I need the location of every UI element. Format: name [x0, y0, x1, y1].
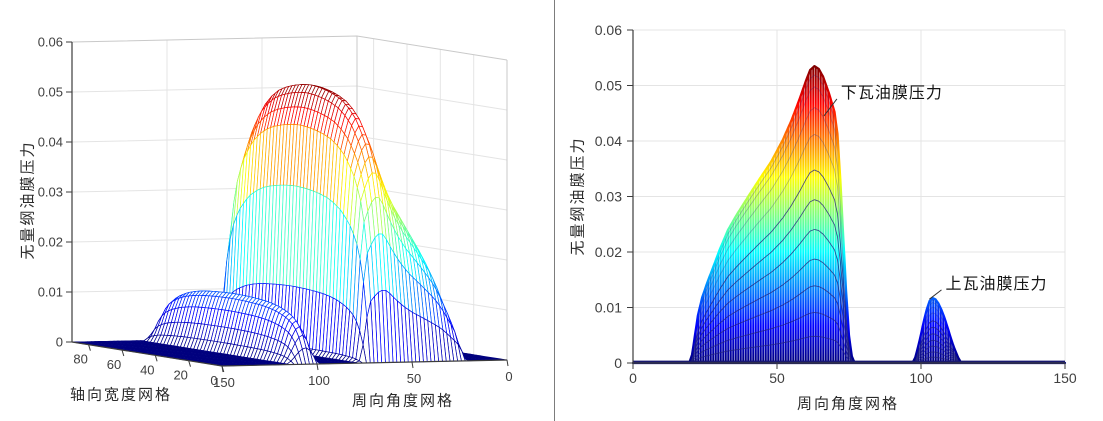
- svg-text:0.05: 0.05: [595, 78, 622, 94]
- annotation-lower-pad-pressure: 下瓦油膜压力: [840, 84, 943, 102]
- panel-3d-mesh: 0 0.01 0.02 0.03 0.04 0.05 0.06 80 60 40 20 0 150 100…: [0, 0, 551, 421]
- z-axis-label: 无量纲油膜压力: [19, 140, 37, 260]
- svg-text:150: 150: [213, 375, 235, 390]
- svg-text:0.03: 0.03: [38, 185, 63, 200]
- annotation-upper-pad-pressure: 上瓦油膜压力: [945, 275, 1048, 293]
- x-axis-label: 周向角度网格: [796, 395, 900, 413]
- svg-text:0.01: 0.01: [595, 300, 622, 316]
- svg-text:0.06: 0.06: [595, 22, 622, 38]
- svg-text:0: 0: [210, 373, 217, 388]
- panel-divider: [554, 0, 555, 421]
- svg-text:0: 0: [629, 370, 637, 386]
- axial-axis-label: 轴向宽度网格: [69, 386, 173, 404]
- annotation-leader-lines: [823, 98, 942, 300]
- panel-2d-profile: 0 0.01 0.02 0.03 0.04 0.05 0.06 0 50 100 150 无量纲油膜…: [556, 0, 1103, 421]
- svg-text:0.01: 0.01: [38, 285, 63, 300]
- svg-text:0: 0: [505, 369, 512, 384]
- svg-text:100: 100: [308, 373, 330, 388]
- svg-text:50: 50: [407, 371, 421, 386]
- svg-text:0: 0: [614, 355, 622, 371]
- axes-and-ticks-2d: 0 0.01 0.02 0.03 0.04 0.05 0.06 0 50 100 150: [595, 22, 1077, 386]
- svg-text:40: 40: [140, 362, 154, 377]
- svg-text:0: 0: [56, 335, 63, 350]
- svg-text:50: 50: [769, 370, 785, 386]
- circumferential-axis-label: 周向角度网格: [351, 392, 455, 410]
- svg-text:20: 20: [173, 368, 187, 383]
- svg-text:150: 150: [1053, 370, 1077, 386]
- svg-text:0.03: 0.03: [595, 189, 622, 205]
- y-axis-label: 无量纲油膜压力: [569, 136, 587, 256]
- svg-text:0.05: 0.05: [38, 85, 63, 100]
- svg-text:100: 100: [909, 370, 933, 386]
- svg-text:0.02: 0.02: [38, 235, 63, 250]
- svg-text:0.06: 0.06: [38, 35, 63, 50]
- svg-text:60: 60: [107, 357, 121, 372]
- surface-mesh: [71, 84, 508, 367]
- svg-text:0.02: 0.02: [595, 244, 622, 260]
- profile2d-plot: 0 0.01 0.02 0.03 0.04 0.05 0.06 0 50 100 150: [595, 22, 1077, 386]
- svg-text:0.04: 0.04: [595, 133, 622, 149]
- svg-text:0.04: 0.04: [38, 135, 63, 150]
- svg-text:80: 80: [73, 352, 87, 367]
